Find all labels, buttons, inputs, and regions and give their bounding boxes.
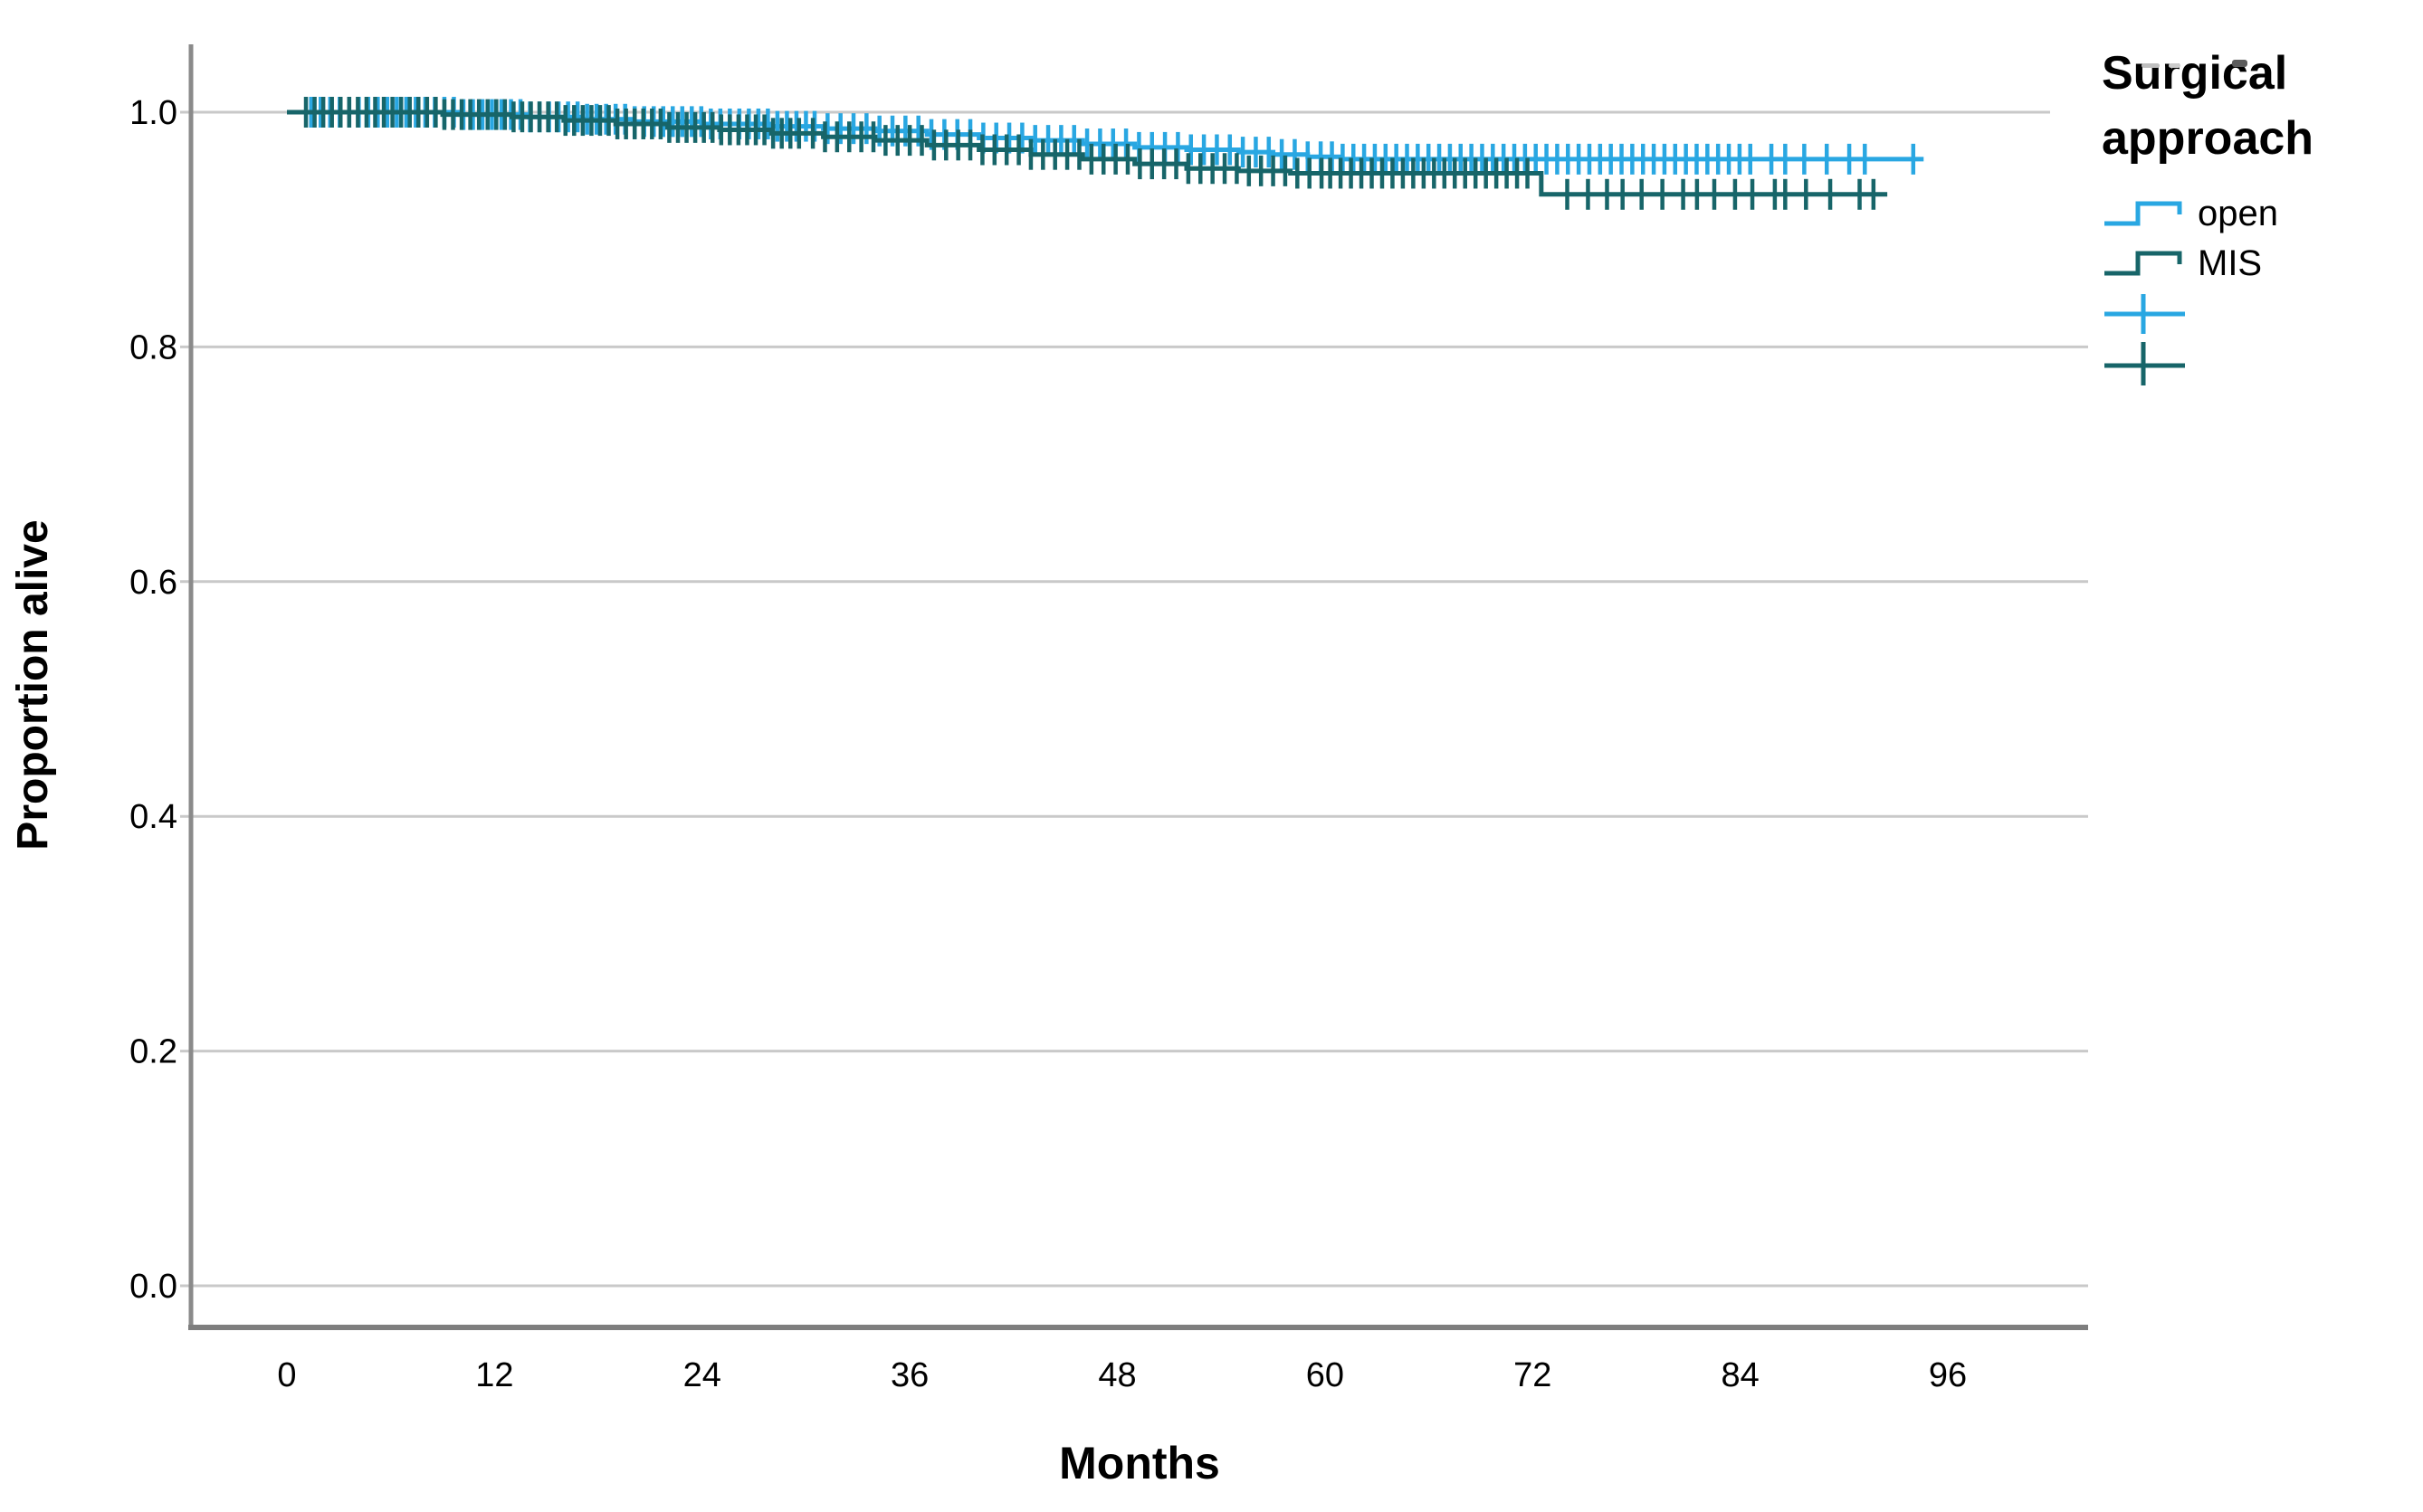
y-tick-labels: 1.0 0.8 0.6 0.4 0.2 0.0: [129, 94, 177, 1306]
mis-step-line-icon: [2104, 251, 2182, 275]
mis-censor-plus-icon: [2104, 341, 2185, 385]
legend: Surgical approach open MIS: [2102, 42, 2418, 386]
crop-artifact-dash: [2142, 63, 2160, 68]
x-tick-labels: 0 12 24 36 48 60 72 84 96: [277, 1356, 1967, 1394]
open-censor-plus-icon: [2104, 293, 2185, 334]
legend-entry-open-censor: [2102, 291, 2418, 337]
legend-title: Surgical approach: [2102, 47, 2314, 165]
x-tick-label: 0: [277, 1356, 296, 1394]
x-tick-label: 36: [891, 1356, 929, 1394]
MIS-censor-marks: [303, 97, 1876, 210]
y-axis-title: Proportion alive: [9, 519, 57, 850]
y-tick-label: 0.2: [129, 1033, 177, 1071]
x-tick-label: 60: [1306, 1356, 1344, 1394]
axes: [188, 44, 2088, 1330]
legend-label-mis: MIS: [2198, 243, 2263, 283]
x-tick-label: 72: [1513, 1356, 1551, 1394]
y-tick-label: 0.8: [129, 328, 177, 366]
open-step-line-icon: [2104, 201, 2182, 225]
x-tick-label: 24: [683, 1356, 721, 1394]
crop-artifact-dash: [2232, 60, 2247, 67]
legend-entry-mis: MIS: [2102, 242, 2418, 287]
x-axis-title: Months: [1059, 1438, 1220, 1488]
x-tick-label: 84: [1722, 1356, 1760, 1394]
crop-artifact-dash: [2169, 63, 2180, 68]
x-tick-label: 96: [1929, 1356, 1967, 1394]
open-censor-marks: [309, 97, 1916, 175]
axis-titles: Months Proportion alive: [9, 519, 1220, 1488]
x-tick-label: 48: [1098, 1356, 1136, 1394]
x-tick-label: 12: [475, 1356, 513, 1394]
legend-label-open: open: [2198, 194, 2278, 233]
gridlines: [180, 110, 2088, 1288]
y-tick-label: 0.4: [129, 798, 177, 836]
y-tick-label: 0.6: [129, 564, 177, 602]
legend-entry-open: open: [2102, 192, 2418, 237]
y-tick-label: 0.0: [129, 1268, 177, 1306]
y-tick-label: 1.0: [129, 94, 177, 132]
legend-entry-mis-censor: [2102, 341, 2418, 386]
